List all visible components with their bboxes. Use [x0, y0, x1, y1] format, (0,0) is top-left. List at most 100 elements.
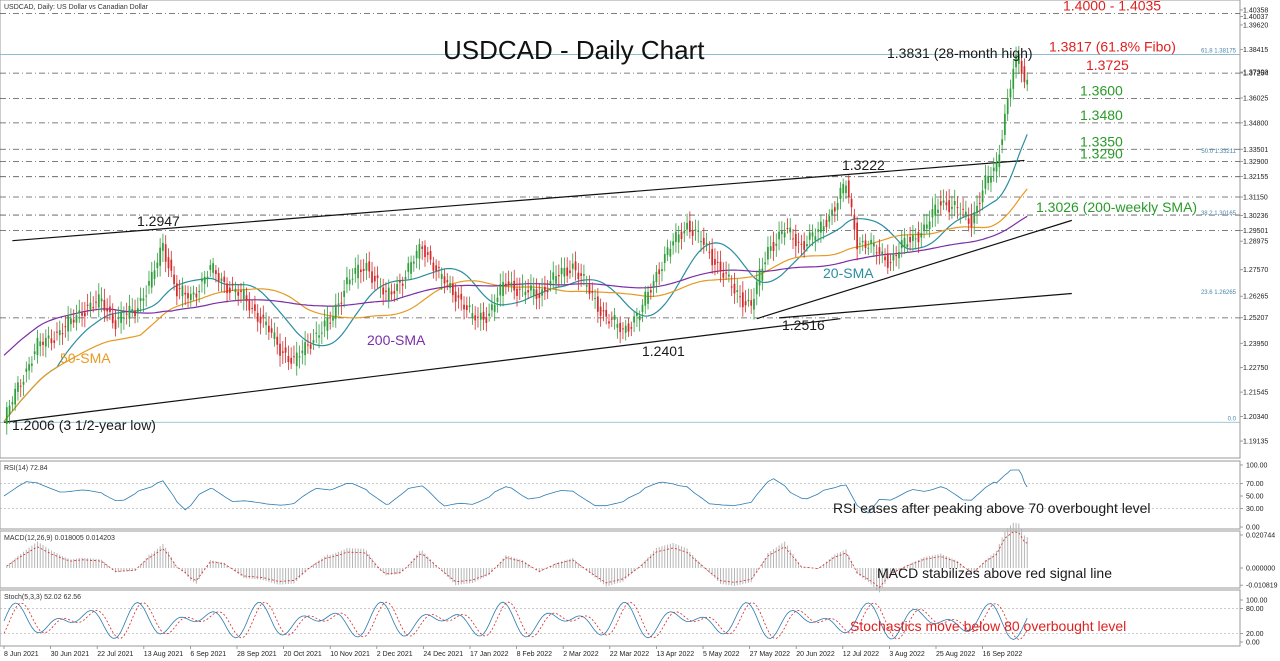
candle	[822, 226, 825, 231]
candle	[326, 317, 329, 331]
candle	[251, 307, 254, 309]
candle	[192, 292, 195, 295]
candle	[315, 332, 318, 334]
candle	[588, 284, 591, 294]
candle	[552, 272, 555, 280]
candle	[150, 271, 153, 288]
candle	[173, 274, 175, 284]
macd-panel-frame	[0, 530, 1241, 589]
time-tick-label-20: 25 Aug 2022	[936, 651, 975, 658]
candle	[488, 313, 490, 316]
candle	[870, 239, 872, 244]
candle	[485, 316, 488, 323]
candle	[201, 278, 203, 282]
annotation-1-2516: 1.2516	[782, 317, 825, 333]
candle	[181, 285, 184, 297]
candle	[75, 315, 78, 323]
candle	[945, 202, 948, 206]
candle	[920, 233, 923, 238]
candle	[627, 323, 630, 332]
candle	[780, 231, 783, 234]
candle	[175, 283, 178, 297]
candle	[560, 267, 563, 275]
candle	[984, 175, 987, 189]
candle	[686, 222, 688, 230]
candle	[479, 312, 482, 320]
price-tick-label-16: 1.27570	[1243, 267, 1268, 274]
candle	[164, 244, 167, 262]
candle	[64, 326, 67, 328]
candle	[641, 304, 644, 313]
price-tick-label-9: 1.33501	[1243, 147, 1268, 154]
candle	[254, 304, 256, 311]
candle	[652, 281, 655, 288]
candle	[240, 290, 242, 292]
candle	[571, 263, 574, 269]
candle	[365, 262, 368, 271]
time-tick-label-17: 20 Jun 2022	[796, 651, 835, 658]
candle	[800, 243, 803, 245]
time-tick-label-19: 3 Aug 2022	[889, 651, 925, 658]
time-tick-label-2: 22 Jul 2021	[97, 651, 133, 658]
candle	[761, 268, 764, 281]
candle	[959, 213, 962, 215]
candle	[502, 281, 504, 296]
candle	[507, 281, 510, 286]
price-tick-label-12: 1.31150	[1243, 195, 1268, 202]
candle	[81, 312, 83, 316]
candle	[898, 251, 900, 259]
stoch-panel-frame	[0, 589, 1241, 647]
candle	[990, 177, 992, 183]
candle	[836, 203, 839, 210]
level-label-9: 1.3026 (200-weekly SMA)	[1036, 199, 1197, 215]
candle	[649, 290, 652, 293]
candle	[532, 288, 535, 297]
price-tick-label-1: 1.40358	[1243, 7, 1268, 14]
candle	[131, 308, 134, 312]
candle	[36, 337, 39, 356]
fib-label-3: 23.6 1.26265	[1201, 290, 1237, 296]
annotation-3-5-year-low: 1.2006 (3 1/2-year low)	[12, 417, 156, 433]
candle	[435, 265, 438, 272]
candle	[97, 294, 100, 308]
candle	[1004, 113, 1006, 135]
candle	[432, 262, 435, 271]
level-labels: 1.4000 - 1.4035 1.3817 (61.8% Fibo) 1.3725…	[1036, 0, 1197, 215]
candle	[845, 185, 847, 194]
candle	[440, 273, 443, 280]
candle	[120, 312, 122, 323]
candle	[697, 230, 700, 232]
candle	[1026, 79, 1029, 85]
time-tick-label-5: 28 Sep 2021	[237, 651, 277, 658]
candle	[360, 269, 362, 272]
candle	[733, 283, 736, 294]
candle	[825, 219, 828, 227]
candle	[956, 207, 959, 209]
trend-lines	[3, 159, 1072, 423]
candle	[839, 187, 842, 199]
price-tick-label-17: 1.26265	[1243, 294, 1268, 301]
candle	[463, 304, 465, 310]
candle	[518, 288, 521, 290]
stoch-tick-label-3: 0.00	[1246, 640, 1260, 647]
candle	[468, 305, 471, 308]
candle	[203, 276, 206, 284]
candle	[312, 340, 315, 343]
annotation-1-3222: 1.3222	[842, 157, 885, 173]
candle	[867, 247, 870, 249]
candle	[596, 296, 599, 312]
candle	[142, 298, 145, 301]
candle	[128, 305, 131, 319]
candle	[44, 337, 47, 347]
price-tick-label-3: 1.39620	[1243, 22, 1268, 29]
candle	[111, 314, 114, 324]
candle	[934, 204, 937, 216]
candle	[580, 273, 582, 276]
candle	[906, 244, 909, 248]
time-tick-label-1: 30 Jun 2021	[51, 651, 90, 658]
candle	[557, 275, 560, 277]
candle	[362, 269, 365, 271]
candle	[212, 263, 214, 273]
candle	[644, 291, 647, 306]
